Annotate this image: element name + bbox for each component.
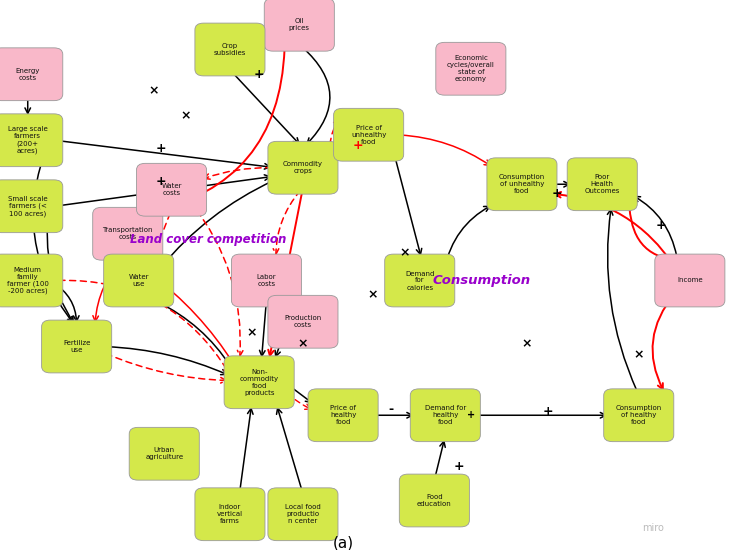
Text: Small scale
farmers (<
100 acres): Small scale farmers (< 100 acres) xyxy=(8,196,47,217)
FancyBboxPatch shape xyxy=(129,427,199,480)
Text: Price of
healthy
food: Price of healthy food xyxy=(330,405,356,425)
FancyBboxPatch shape xyxy=(436,42,506,95)
Text: Oil
prices: Oil prices xyxy=(289,18,310,31)
Text: (a): (a) xyxy=(333,536,353,550)
Text: +: + xyxy=(254,68,264,81)
Text: Consumption
of healthy
food: Consumption of healthy food xyxy=(615,405,662,425)
FancyBboxPatch shape xyxy=(0,114,63,167)
FancyBboxPatch shape xyxy=(308,389,378,442)
Text: Commodity
crops: Commodity crops xyxy=(283,161,323,174)
FancyBboxPatch shape xyxy=(195,23,265,76)
Text: ×: × xyxy=(522,337,532,350)
Text: Production
costs: Production costs xyxy=(284,315,322,328)
Text: ×: × xyxy=(367,288,377,301)
FancyBboxPatch shape xyxy=(93,207,163,260)
Text: Fertilize
use: Fertilize use xyxy=(63,340,91,353)
Text: Income: Income xyxy=(677,278,703,283)
FancyBboxPatch shape xyxy=(104,254,174,307)
FancyBboxPatch shape xyxy=(264,0,334,51)
FancyBboxPatch shape xyxy=(268,141,338,194)
FancyBboxPatch shape xyxy=(399,474,469,527)
Text: +: + xyxy=(466,410,475,420)
Text: miro: miro xyxy=(642,523,664,533)
Text: Land cover competition: Land cover competition xyxy=(130,233,286,246)
FancyBboxPatch shape xyxy=(567,158,637,211)
Text: Large scale
farmers
(200+
acres): Large scale farmers (200+ acres) xyxy=(8,126,47,154)
Text: -: - xyxy=(388,403,393,416)
Text: ×: × xyxy=(247,326,257,339)
Text: Medium
family
farmer (100
-200 acres): Medium family farmer (100 -200 acres) xyxy=(7,267,49,294)
Text: +: + xyxy=(552,187,562,200)
FancyBboxPatch shape xyxy=(268,488,338,541)
FancyBboxPatch shape xyxy=(334,108,404,161)
FancyBboxPatch shape xyxy=(604,389,674,442)
FancyBboxPatch shape xyxy=(137,163,207,216)
Text: Poor
Health
Outcomes: Poor Health Outcomes xyxy=(585,174,620,194)
Text: +: + xyxy=(656,219,666,232)
Text: ×: × xyxy=(148,84,158,97)
Text: +: + xyxy=(353,139,363,152)
Text: ×: × xyxy=(298,337,308,350)
Text: +: + xyxy=(453,460,464,473)
FancyBboxPatch shape xyxy=(385,254,455,307)
Text: +: + xyxy=(542,405,553,418)
Text: Urban
agriculture: Urban agriculture xyxy=(145,447,183,460)
Text: Food
education: Food education xyxy=(417,494,452,507)
Text: ×: × xyxy=(400,246,410,260)
Text: Labor
costs: Labor costs xyxy=(257,274,276,287)
Text: Demand for
healthy
food: Demand for healthy food xyxy=(425,405,466,425)
FancyBboxPatch shape xyxy=(42,320,112,373)
Text: Economic
cycles/overall
state of
economy: Economic cycles/overall state of economy xyxy=(447,55,495,82)
Text: Energy
costs: Energy costs xyxy=(15,68,40,81)
FancyBboxPatch shape xyxy=(487,158,557,211)
FancyBboxPatch shape xyxy=(231,254,301,307)
Text: Consumption
of unhealthy
food: Consumption of unhealthy food xyxy=(499,174,545,194)
FancyBboxPatch shape xyxy=(268,295,338,348)
Text: Transportation
costs: Transportation costs xyxy=(102,227,153,240)
FancyBboxPatch shape xyxy=(195,488,265,541)
Text: ×: × xyxy=(181,109,191,122)
Text: Water
use: Water use xyxy=(128,274,149,287)
FancyBboxPatch shape xyxy=(655,254,725,307)
FancyBboxPatch shape xyxy=(0,180,63,233)
Text: +: + xyxy=(155,142,166,155)
Text: Non-
commodity
food
products: Non- commodity food products xyxy=(239,368,279,396)
Text: Consumption: Consumption xyxy=(433,274,531,287)
FancyBboxPatch shape xyxy=(0,254,63,307)
Text: ×: × xyxy=(634,348,644,361)
Text: Crop
subsidies: Crop subsidies xyxy=(214,43,246,56)
Text: Indoor
vertical
farms: Indoor vertical farms xyxy=(217,504,243,524)
FancyBboxPatch shape xyxy=(410,389,480,442)
Text: Demand
for
calories: Demand for calories xyxy=(405,271,434,290)
Text: Water
costs: Water costs xyxy=(161,183,182,196)
FancyBboxPatch shape xyxy=(0,48,63,101)
FancyBboxPatch shape xyxy=(224,356,294,409)
Text: Local food
productio
n center: Local food productio n center xyxy=(285,504,320,524)
Text: +: + xyxy=(155,175,166,188)
Text: Price of
unhealthy
food: Price of unhealthy food xyxy=(351,125,386,145)
